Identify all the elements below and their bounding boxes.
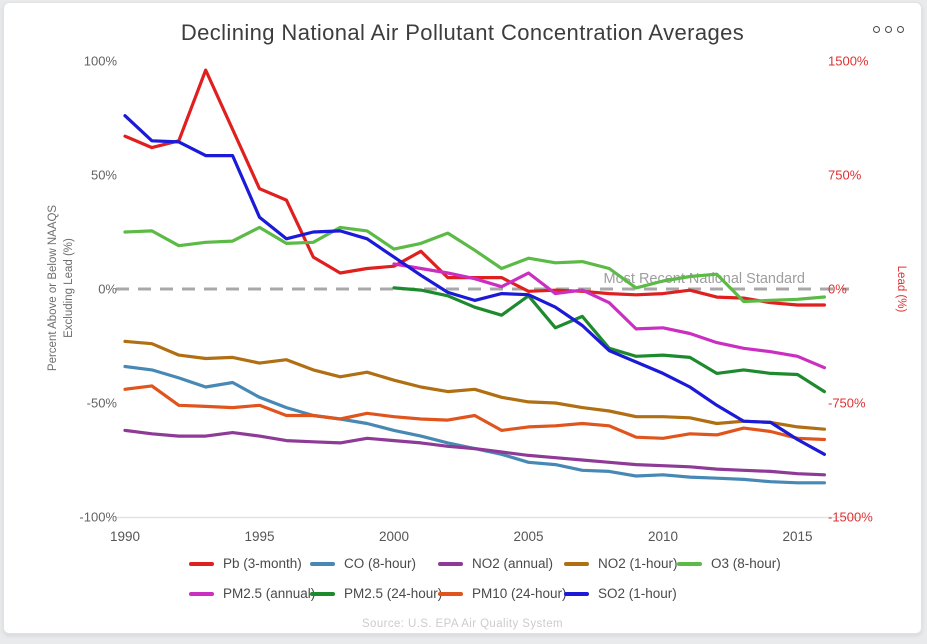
legend-label: NO2 (1-hour) [598, 556, 678, 572]
legend-label: PM2.5 (24-hour) [344, 586, 443, 602]
plot-area: Most Recent National Standard 100%50%0%-… [47, 54, 907, 545]
tick-labels-layer: 100% 50% 0% -50% -100% 1500% 750% 0% -750% -1500%… [79, 54, 873, 545]
legend-item-co-8-hour[interactable]: CO (8-hour) [310, 557, 438, 571]
series-line-so2-1-hour [123, 114, 827, 456]
y-axis-left-tick-label: 100% [84, 54, 118, 69]
legend-item-so2-1-hour[interactable]: SO2 (1-hour) [564, 587, 677, 601]
legend-item-pb-3-month[interactable]: Pb (3-month) [189, 557, 310, 571]
chart-legend: Pb (3-month) CO (8-hour) NO2 (annual) NO2 (… [189, 555, 889, 615]
x-axis-tick-label: 2005 [513, 529, 543, 544]
x-axis-tick-label: 2000 [379, 529, 409, 544]
x-axis-tick-label: 1990 [110, 529, 140, 544]
series-line-pm2-5-annual [392, 262, 827, 370]
y-axis-left-title-line2: Excluding Lead (%) [63, 238, 75, 338]
x-axis-tick-label: 2010 [648, 529, 678, 544]
legend-swatch [189, 562, 214, 566]
series-line-no2-1-hour [123, 339, 827, 431]
y-axis-left-tick-label: -100% [79, 510, 117, 525]
legend-row-2: PM2.5 (annual) PM2.5 (24-hour) PM10 (24-ho… [189, 585, 889, 603]
legend-label: PM10 (24-hour) [472, 586, 567, 602]
legend-swatch [677, 562, 702, 566]
y-axis-right-tick-label: 1500% [828, 54, 869, 69]
legend-swatch [564, 562, 589, 566]
series-lines-layer [123, 68, 827, 485]
series-line-pb-3-month [123, 68, 827, 307]
legend-swatch [310, 562, 335, 566]
legend-item-pm2-5-24-hour[interactable]: PM2.5 (24-hour) [310, 587, 442, 601]
y-axis-left-title-line1: Percent Above or Below NAAQS [47, 205, 59, 372]
y-axis-right-tick-label: -750% [828, 396, 866, 411]
series-line-pm10-24-hour [123, 384, 827, 442]
x-axis-tick-label: 1995 [244, 529, 274, 544]
y-axis-left-tick-label: 50% [91, 168, 117, 183]
legend-item-no2-annual[interactable]: NO2 (annual) [438, 557, 564, 571]
legend-label: SO2 (1-hour) [598, 586, 677, 602]
y-axis-right-title: Lead (%) [895, 266, 907, 313]
series-line-no2-annual [123, 428, 827, 477]
legend-swatch [189, 592, 214, 596]
legend-label: NO2 (annual) [472, 556, 554, 572]
legend-swatch [438, 592, 463, 596]
y-axis-left-tick-label: -50% [87, 396, 118, 411]
more-options-icon[interactable] [871, 24, 906, 35]
source-caption: Source: U.S. EPA Air Quality System [361, 618, 564, 630]
legend-swatch [310, 592, 335, 596]
y-axis-right-tick-label: 750% [828, 168, 862, 183]
y-axis-right-tick-label: -1500% [828, 510, 873, 525]
dot-icon [885, 26, 892, 33]
legend-label: PM2.5 (annual) [223, 586, 316, 602]
y-axis-left-tick-label: 0% [98, 282, 117, 297]
chart-card: Declining National Air Pollutant Concent… [3, 2, 922, 634]
y-axis-right-tick-label: 0% [828, 282, 847, 297]
legend-item-o3-8-hour[interactable]: O3 (8-hour) [677, 557, 781, 571]
legend-item-pm10-24-hour[interactable]: PM10 (24-hour) [438, 586, 567, 602]
dot-icon [897, 26, 904, 33]
legend-label: CO (8-hour) [344, 556, 417, 572]
dot-icon [873, 26, 880, 33]
legend-swatch [564, 592, 589, 596]
chart-title: Declining National Air Pollutant Concent… [180, 20, 745, 45]
legend-label: O3 (8-hour) [711, 556, 781, 572]
series-line-o3-8-hour [123, 225, 827, 304]
series-line-pm2-5-24-hour [392, 286, 827, 394]
legend-row-1: Pb (3-month) CO (8-hour) NO2 (annual) NO2 (… [189, 555, 889, 573]
x-axis-tick-label: 2015 [782, 529, 812, 544]
legend-item-pm2-5-annual[interactable]: PM2.5 (annual) [189, 587, 315, 601]
legend-label: Pb (3-month) [223, 556, 302, 572]
legend-swatch [438, 562, 463, 566]
legend-item-no2-1-hour[interactable]: NO2 (1-hour) [564, 556, 678, 572]
